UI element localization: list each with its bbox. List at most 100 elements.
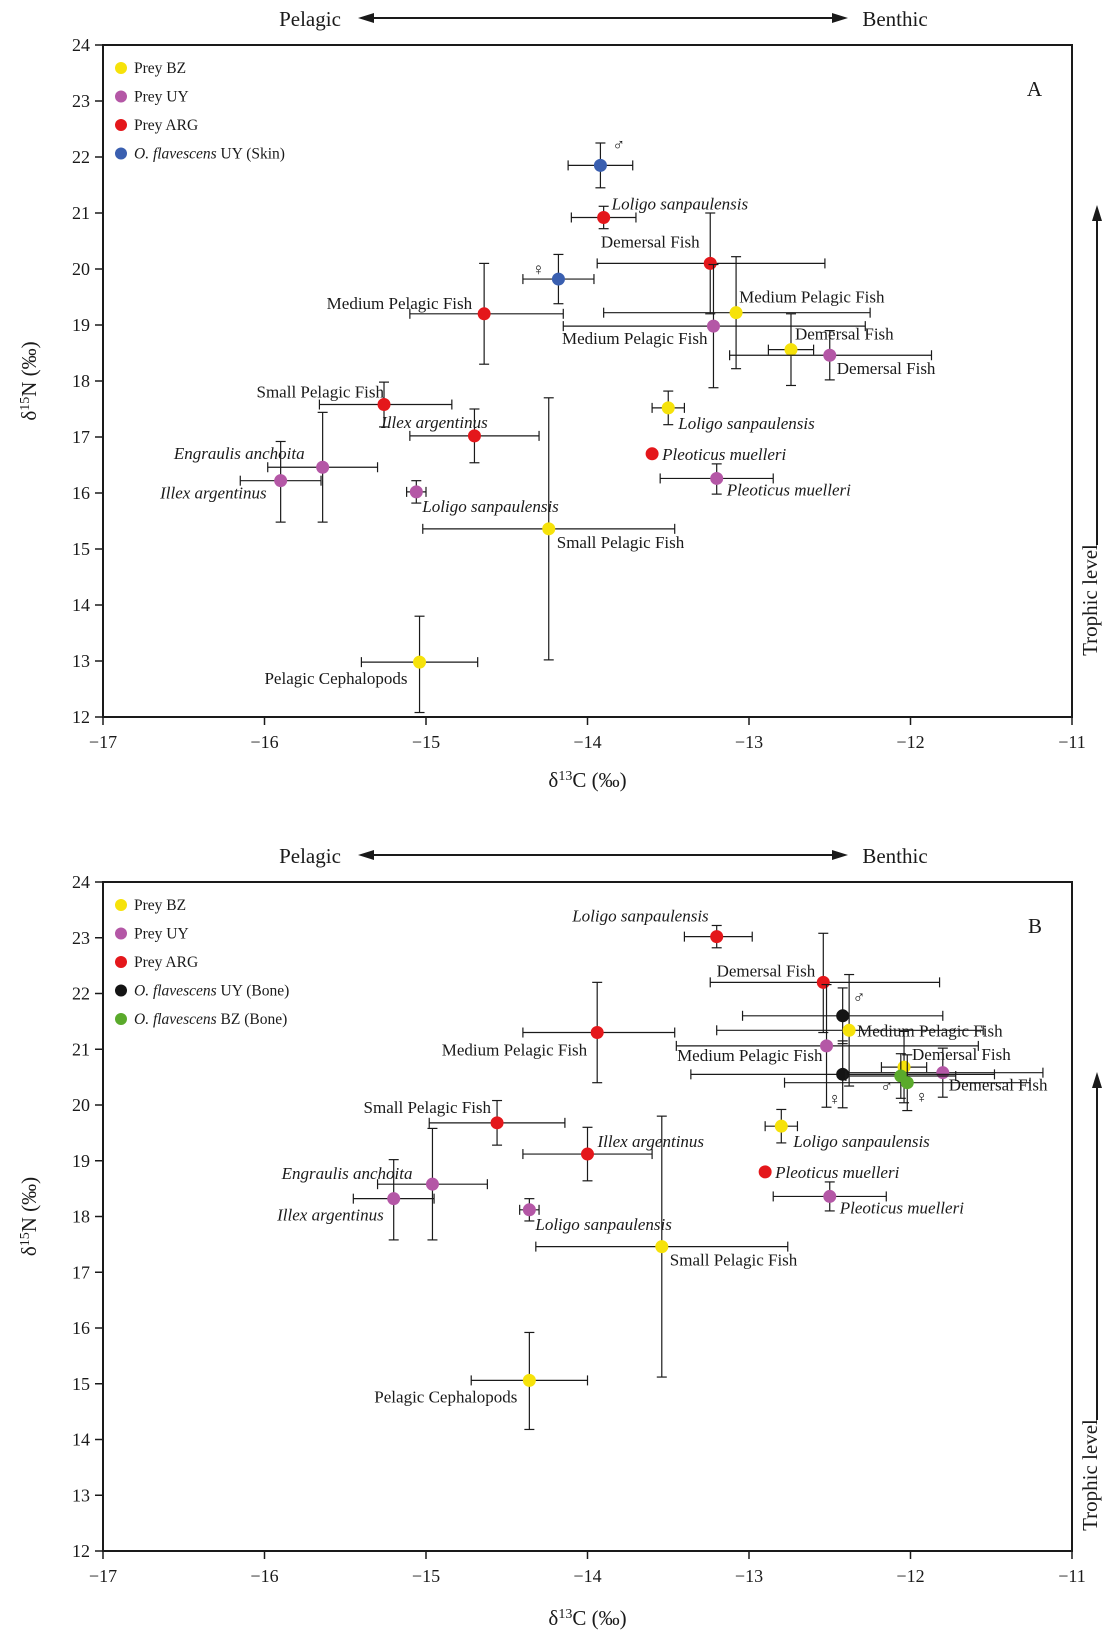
data-point: Medium Pelagic Fish xyxy=(603,256,885,370)
point-label: Pleoticus muelleri xyxy=(661,445,786,464)
data-marker xyxy=(774,1119,788,1133)
x-tick-label: −17 xyxy=(89,732,117,752)
point-label: Small Pelagic Fish xyxy=(670,1251,798,1270)
y-tick-label: 23 xyxy=(72,928,90,948)
point-label: Loligo sanpaulensis xyxy=(611,194,749,213)
x-tick-label: −14 xyxy=(573,732,601,752)
point-label: ♂ xyxy=(880,1077,893,1096)
data-marker xyxy=(522,1373,536,1387)
point-label: ♀ xyxy=(915,1088,928,1107)
point-label: Illex argentinus xyxy=(380,413,488,432)
y-axis-label: δ15N (‰) xyxy=(17,341,41,420)
x-tick-label: −12 xyxy=(896,1566,924,1586)
data-point: Small Pelagic Fish xyxy=(364,1098,566,1146)
panel-b: −17 −16 −15 −14 −13 −12 −11 12 13 14 15 16 17 18 19 20 2… xyxy=(17,872,1086,1630)
data-marker xyxy=(661,401,675,415)
data-point: Medium Pelagic Fish xyxy=(675,983,979,1108)
x-tick-label: −13 xyxy=(735,1566,763,1586)
benthic-label: Benthic xyxy=(862,7,927,31)
data-marker xyxy=(316,460,330,474)
x-tick-label: −14 xyxy=(573,1566,601,1586)
y-tick-label: 22 xyxy=(72,984,90,1004)
data-point: Loligo sanpaulensis xyxy=(651,390,815,433)
data-point: Illex argentinus xyxy=(522,1126,704,1182)
x-tick-label: −12 xyxy=(896,732,924,752)
data-points: Loligo sanpaulensis Demersal Fish ♂ Medium … xyxy=(276,907,1048,1431)
legend-swatch xyxy=(115,1013,127,1025)
data-marker xyxy=(784,343,798,357)
y-tick-label: 22 xyxy=(72,147,90,167)
arrow-right-head xyxy=(832,13,848,23)
legend-entry: O. flavescens UY (Bone) xyxy=(134,983,289,1000)
x-tick-label: −11 xyxy=(1058,1566,1085,1586)
x-tick-label: −11 xyxy=(1058,732,1085,752)
point-label: Pelagic Cephalopods xyxy=(264,669,407,688)
legend-swatch xyxy=(115,119,127,131)
direction-header-a: Pelagic Benthic xyxy=(279,7,928,31)
data-marker xyxy=(706,319,720,333)
y-tick-label: 13 xyxy=(72,651,90,671)
legend-entry: O. flavescens UY (Skin) xyxy=(134,146,285,163)
data-point: Illex argentinus xyxy=(380,408,540,464)
legend-entry: Prey UY xyxy=(134,926,189,943)
trophic-arrow-head xyxy=(1092,205,1102,221)
data-point: Loligo sanpaulensis xyxy=(519,1198,672,1234)
y-tick-label: 17 xyxy=(72,1262,90,1282)
point-label: Demersal Fish xyxy=(601,232,700,251)
data-point: Illex argentinus xyxy=(276,1159,435,1241)
y-tick-label: 15 xyxy=(72,1374,90,1394)
point-label: Demersal Fish xyxy=(795,325,894,344)
y-tick-label: 18 xyxy=(72,371,90,391)
data-marker xyxy=(377,398,391,412)
point-label: Medium Pelagic Fish xyxy=(677,1046,823,1065)
legend-swatch xyxy=(115,984,127,997)
data-marker xyxy=(900,1076,914,1090)
data-marker xyxy=(590,1026,604,1040)
data-point: Loligo sanpaulensis xyxy=(406,480,559,516)
legend-swatch xyxy=(115,147,127,160)
point-label: ♀ xyxy=(828,1089,841,1108)
x-axis-label: δ13C (‰) xyxy=(548,768,626,792)
benthic-label: Benthic xyxy=(862,844,927,868)
point-label: Loligo sanpaulensis xyxy=(421,497,559,516)
x-axis-label: δ13C (‰) xyxy=(548,1606,626,1630)
data-point: Pleoticus muelleri xyxy=(645,445,787,464)
point-label: Loligo sanpaulensis xyxy=(677,414,815,433)
legend-entry: O. flavescens BZ (Bone) xyxy=(134,1011,287,1028)
legend: Prey BZ Prey UY Prey ARG O. flavescens UY (… xyxy=(115,897,289,1028)
data-marker xyxy=(387,1192,401,1206)
y-tick-label: 20 xyxy=(72,1095,90,1115)
data-marker xyxy=(758,1165,772,1179)
data-marker xyxy=(597,210,611,224)
pelagic-label: Pelagic xyxy=(279,844,341,868)
data-marker xyxy=(425,1177,439,1191)
data-marker xyxy=(551,272,565,286)
point-label: Illex argentinus xyxy=(159,484,267,503)
trophic-arrow-a: Trophic level xyxy=(1078,205,1102,656)
point-label: Medium Pelagic Fish xyxy=(739,288,885,307)
y-tick-label: 17 xyxy=(72,427,90,447)
data-point: Medium Pelagic Fish xyxy=(327,262,564,365)
point-label: Pelagic Cephalopods xyxy=(374,1387,517,1406)
y-tick-label: 15 xyxy=(72,539,90,559)
data-point: Pelagic Cephalopods xyxy=(374,1331,589,1431)
x-tick-label: −16 xyxy=(250,1566,278,1586)
panel-a: −17 −16 −15 −14 −13 −12 −11 12 13 14 15 16 17 18 19 20 2… xyxy=(17,35,1086,792)
data-point: Small Pelagic Fish xyxy=(257,381,453,428)
data-point: Small Pelagic Fish xyxy=(422,397,685,661)
data-point: Small Pelagic Fish xyxy=(535,1115,798,1378)
point-label: Demersal Fish xyxy=(837,359,936,378)
trophic-arrow-head xyxy=(1092,1072,1102,1088)
data-marker xyxy=(710,930,724,944)
y-tick-label: 23 xyxy=(72,91,90,111)
y-tick-label: 16 xyxy=(72,483,90,503)
y-tick-label: 21 xyxy=(72,203,90,223)
point-label: Loligo sanpaulensis xyxy=(792,1132,930,1151)
y-tick-label: 21 xyxy=(72,1039,90,1059)
legend-entry: Prey UY xyxy=(134,89,189,106)
data-marker xyxy=(490,1116,504,1130)
y-tick-label: 12 xyxy=(72,1541,90,1561)
data-point: Loligo sanpaulensis xyxy=(764,1108,930,1151)
y-tick-label: 18 xyxy=(72,1207,90,1227)
